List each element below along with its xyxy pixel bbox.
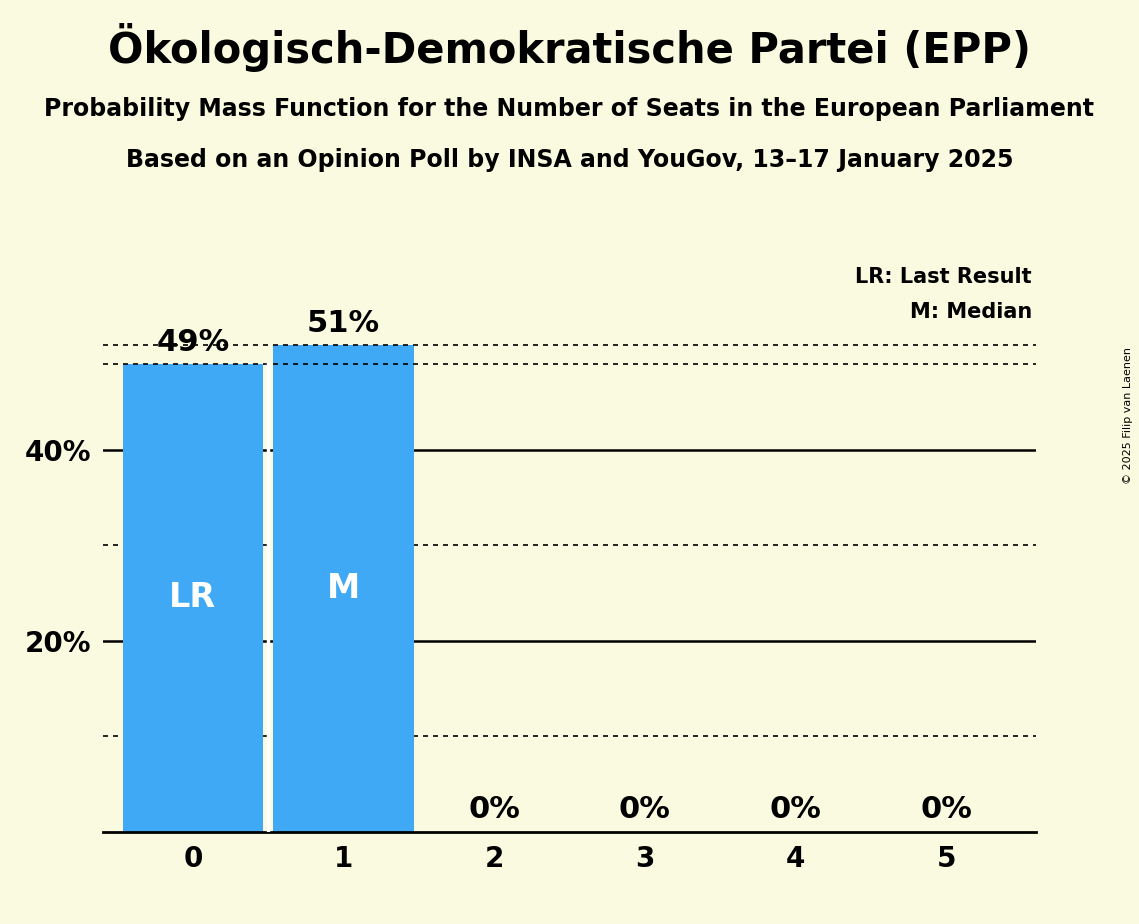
Text: Ökologisch-Demokratische Partei (EPP): Ökologisch-Demokratische Partei (EPP) [108,23,1031,72]
Text: 0%: 0% [770,795,821,824]
Text: 0%: 0% [920,795,972,824]
Text: M: M [327,572,360,604]
Text: Based on an Opinion Poll by INSA and YouGov, 13–17 January 2025: Based on an Opinion Poll by INSA and You… [125,148,1014,172]
Text: M: Median: M: Median [910,301,1032,322]
Text: © 2025 Filip van Laenen: © 2025 Filip van Laenen [1123,347,1133,484]
Text: 51%: 51% [308,309,380,338]
Text: LR: LR [170,581,216,614]
Bar [123,364,263,832]
Text: 0%: 0% [618,795,671,824]
Bar [273,345,413,832]
Text: LR: Last Result: LR: Last Result [855,267,1032,287]
Text: Probability Mass Function for the Number of Seats in the European Parliament: Probability Mass Function for the Number… [44,97,1095,121]
Text: 49%: 49% [156,328,230,357]
Text: 0%: 0% [468,795,521,824]
